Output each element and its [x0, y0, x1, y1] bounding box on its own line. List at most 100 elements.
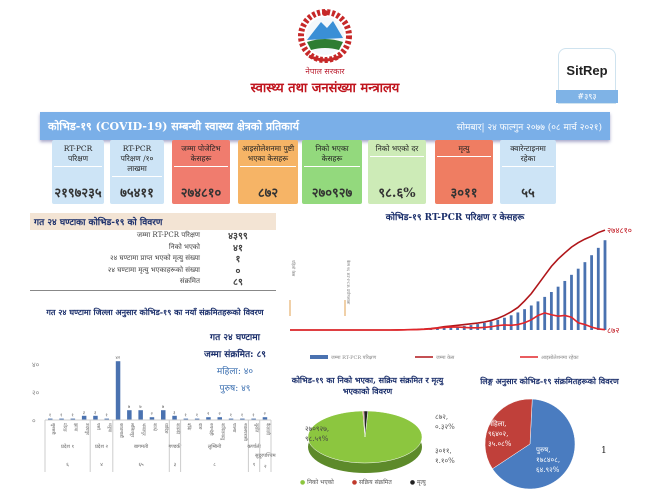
province-total: ४	[100, 462, 103, 468]
tests-bar	[549, 291, 553, 330]
district-label: भक्तपुर	[140, 423, 145, 436]
table-row: निको भएको ४१	[30, 242, 276, 254]
tests-bar	[456, 326, 459, 330]
row-value: ०	[235, 265, 241, 277]
summary-male: पुरुष: ४९	[219, 384, 251, 394]
stat-value: २७०९२७	[311, 186, 353, 201]
province-total: १	[253, 462, 256, 468]
tests-bar	[449, 327, 453, 330]
row-label: निको भएको	[168, 242, 200, 251]
stat-value: २७४८१०	[180, 186, 222, 201]
legend-label: आइसोलेशनमा रहेका	[541, 354, 579, 361]
stat-card: मृत्यु ३०११	[435, 140, 493, 204]
legend-item: ● निको भएको	[300, 478, 334, 486]
stat-label: RT-PCR परिक्षण	[54, 144, 102, 167]
stat-card: निको भएका केसहरू २७०९२७	[302, 140, 362, 204]
tests-bar	[576, 268, 580, 330]
tests-bar	[556, 286, 560, 330]
district-bar	[70, 418, 76, 420]
table-row: जम्मा RT-PCR परिक्षण ४३९९	[30, 230, 276, 242]
district-bar	[149, 417, 155, 420]
stat-card: RT-PCR परिक्षण २१९७२३५	[52, 140, 104, 204]
district-label: बाँके	[186, 423, 193, 431]
legend-label: सक्रिय संक्रमित	[358, 479, 392, 486]
tests-bar	[596, 247, 600, 330]
bar-value-label: २	[264, 412, 266, 417]
outcome-pie-chart: २७०९२७, ९८.५९% ८७२, ०.३२% ३०११, १.१०%	[305, 410, 455, 473]
district-bar	[48, 418, 53, 420]
district-label: पाल्पा	[231, 423, 236, 433]
district-bar	[206, 417, 211, 420]
legend-swatch: ●	[300, 479, 308, 486]
pie-slice	[492, 398, 576, 490]
sitrep-label: SitRep	[566, 63, 608, 78]
stat-label: जम्मा पोजेटिभ केसहरू	[174, 144, 228, 167]
pie-data-label: ९८.५९%	[305, 435, 329, 443]
district-label: कास्की	[174, 423, 181, 435]
district-label: मोरङ	[61, 423, 68, 432]
legend-item: ● मृत्यु	[410, 478, 426, 486]
main-chart-title: कोभिड-१९ RT-PCR परिक्षण र केसहरू	[385, 213, 525, 223]
table-row: २४ घण्टामा मृत्यु भएकाहरूको संख्या ०	[30, 265, 276, 277]
legend-label: जम्मा RT-PCR परिक्षण	[331, 354, 376, 361]
district-bar	[251, 418, 256, 420]
bar-value-label: २	[151, 412, 153, 417]
row-value: ८९	[233, 277, 243, 289]
district-label: ललितपुर	[129, 423, 136, 437]
stat-value: ७५४११	[120, 186, 154, 201]
legend-label: मृत्यु	[416, 479, 426, 486]
legend-swatch: ●	[409, 479, 417, 486]
gender-pie-title: लिङ्ग अनुसार कोभिड-१९ संक्रमितहरूको विवर…	[480, 376, 619, 386]
bar-value-label: ३	[94, 411, 96, 416]
stat-value: ३०११	[450, 186, 478, 201]
district-bar	[104, 418, 109, 420]
outcome-pie-legend: ● निको भएको ● सक्रिय संक्रमित ● मृत्यु	[300, 478, 426, 486]
pie-slice	[363, 410, 369, 438]
tests-bar	[436, 328, 439, 330]
district-label: दाङ	[197, 423, 202, 430]
province-label: प्रदेश १	[61, 443, 74, 450]
row-value: ४३९९	[228, 231, 248, 243]
stat-label: निको भएको दर	[370, 144, 424, 157]
pie-data-label: ६४.९२%	[536, 466, 560, 474]
government-label: नेपाल सरकार	[305, 67, 345, 76]
pie-data-label: ३५.०८%	[488, 440, 512, 448]
district-label: नवलपरासी	[242, 423, 249, 442]
district-bar-chart: ०२०४०१सुनसरी१मोरङ१झापा३उदयपुर३पर्सा१धनुष…	[32, 356, 277, 472]
district-chart-title: गत २४ घण्टामा जिल्ला अनुसार कोभिड-१९ का …	[46, 307, 264, 317]
bar-value-label: १	[60, 414, 62, 419]
pie-data-label: ३०११,	[435, 447, 452, 455]
district-bar	[262, 417, 268, 420]
stat-value: २१९७२३५	[54, 186, 102, 201]
district-bar	[183, 418, 189, 420]
row-label: संक्रमित	[179, 277, 200, 286]
bar-value-label: १	[252, 414, 254, 419]
tests-bar	[603, 240, 607, 330]
stat-label: क्वारेन्टाइनमा रहेका	[502, 144, 554, 167]
province-label: कर्णाली	[247, 443, 261, 450]
stat-value: ८७२	[257, 186, 279, 201]
district-label: पर्सा	[95, 423, 102, 431]
district-bar	[228, 418, 234, 420]
province-total: ६	[66, 462, 69, 468]
row-label: २४ घण्टामा मृत्यु भएकाहरूको संख्या	[107, 265, 200, 274]
district-bar	[240, 418, 245, 420]
stat-label: आइसोलेशनमा पुष्टी भएका केसहरू	[240, 144, 296, 167]
divider	[30, 289, 276, 291]
tests-bar	[442, 327, 446, 330]
page-number: 1	[601, 446, 607, 456]
row-value: ४१	[233, 242, 243, 254]
pie-data-label: ८७२,	[435, 413, 448, 421]
tests-bar	[509, 315, 513, 330]
banner-date: सोमबार| २४ फाल्गुन २०७७ (०८ मार्च २०२१)	[456, 122, 602, 133]
y-tick-label: २०	[32, 389, 40, 397]
province-total: ८	[213, 462, 216, 468]
daily-summary: गत २४ घण्टामा जम्मा संक्रमित: ८९ महिला: …	[190, 330, 280, 398]
province-label: बागमती	[134, 443, 149, 450]
summary-female: महिला: ४०	[216, 367, 254, 377]
district-bar	[115, 361, 121, 420]
table-row: २४ घण्टामा प्राप्त भएको मृत्यु संख्या १	[30, 253, 276, 265]
district-bar	[217, 417, 222, 420]
district-bar	[93, 415, 98, 420]
bar-value-label: १	[241, 414, 243, 419]
